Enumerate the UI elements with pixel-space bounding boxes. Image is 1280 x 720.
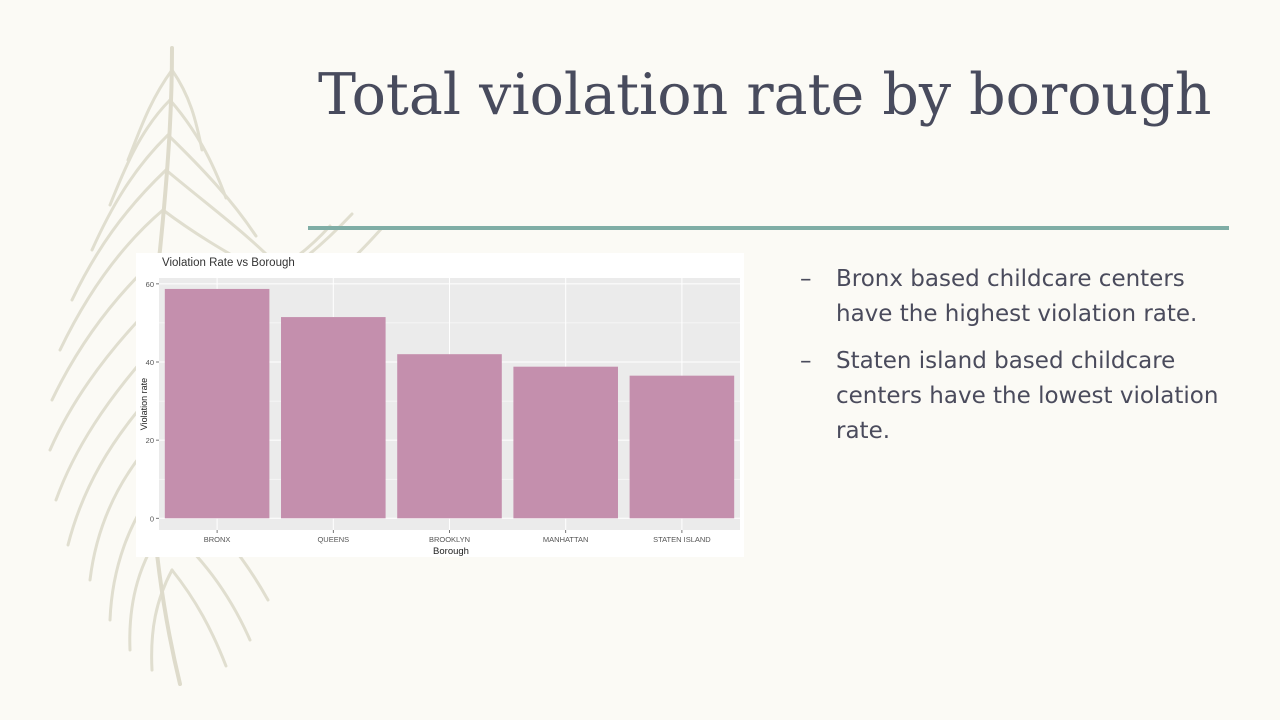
x-tick-label: BROOKLYN [429, 535, 470, 544]
axes: 0 20 40 60 BRONX QUEENS BROOKLYN MANHATTAN STATE… [146, 280, 712, 544]
x-tick-label: STATEN ISLAND [653, 535, 711, 544]
bar-chart: Violation Rate vs Borough 0 20 40 60 BRONX QU… [136, 253, 744, 557]
bullet-list: – Bronx based childcare centers have the… [800, 262, 1240, 461]
bullet-item: – Staten island based childcare centers … [800, 344, 1240, 449]
slide-title: Total violation rate by borough [318, 62, 1212, 128]
bar [281, 317, 386, 519]
bars [164, 288, 735, 519]
bullet-marker: – [800, 266, 812, 292]
x-tick-label: MANHATTAN [543, 535, 589, 544]
chart-title: Violation Rate vs Borough [162, 257, 295, 269]
y-tick-label: 40 [146, 358, 154, 367]
bullet-item: – Bronx based childcare centers have the… [800, 262, 1240, 332]
x-tick-label: BRONX [204, 535, 231, 544]
bullet-text: Staten island based childcare centers ha… [836, 348, 1219, 444]
x-axis-label: Borough [433, 546, 469, 557]
y-tick-label: 60 [146, 280, 154, 289]
y-axis-label: Violation rate [139, 378, 149, 430]
bar [164, 288, 270, 519]
bar [513, 366, 618, 519]
bar [397, 354, 502, 519]
accent-divider [308, 226, 1229, 230]
x-tick-label: QUEENS [317, 535, 349, 544]
bullet-marker: – [800, 348, 812, 374]
y-tick-label: 20 [146, 436, 154, 445]
bullet-text: Bronx based childcare centers have the h… [836, 266, 1198, 327]
bar [629, 375, 735, 519]
y-tick-label: 0 [150, 514, 154, 523]
